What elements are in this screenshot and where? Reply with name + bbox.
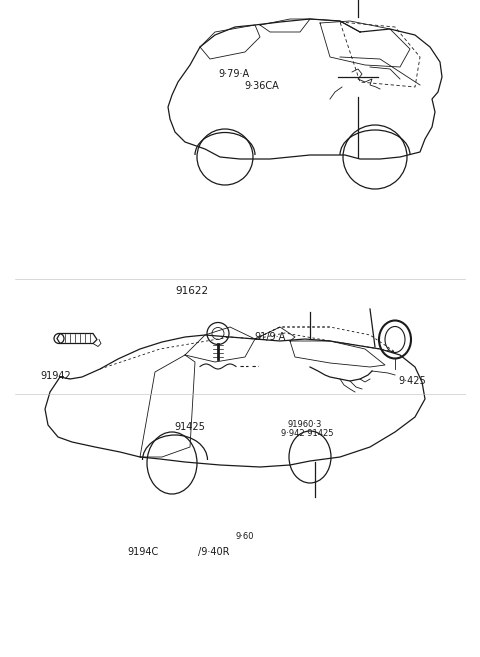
Text: 9·79·A: 9·79·A [218, 69, 250, 79]
Text: 91622: 91622 [175, 286, 209, 296]
Text: 91425: 91425 [174, 422, 205, 432]
Text: 91/9·A: 91/9·A [254, 332, 286, 342]
Text: 91960·3: 91960·3 [288, 420, 323, 429]
Text: 9·36CA: 9·36CA [245, 81, 279, 91]
Text: 9·60: 9·60 [235, 532, 254, 541]
Text: 9·942 91425: 9·942 91425 [281, 429, 333, 438]
Text: 91942: 91942 [41, 371, 72, 381]
Text: /9·40R: /9·40R [198, 547, 229, 556]
Text: 9194C: 9194C [127, 547, 158, 556]
Text: 9·425: 9·425 [398, 376, 426, 386]
